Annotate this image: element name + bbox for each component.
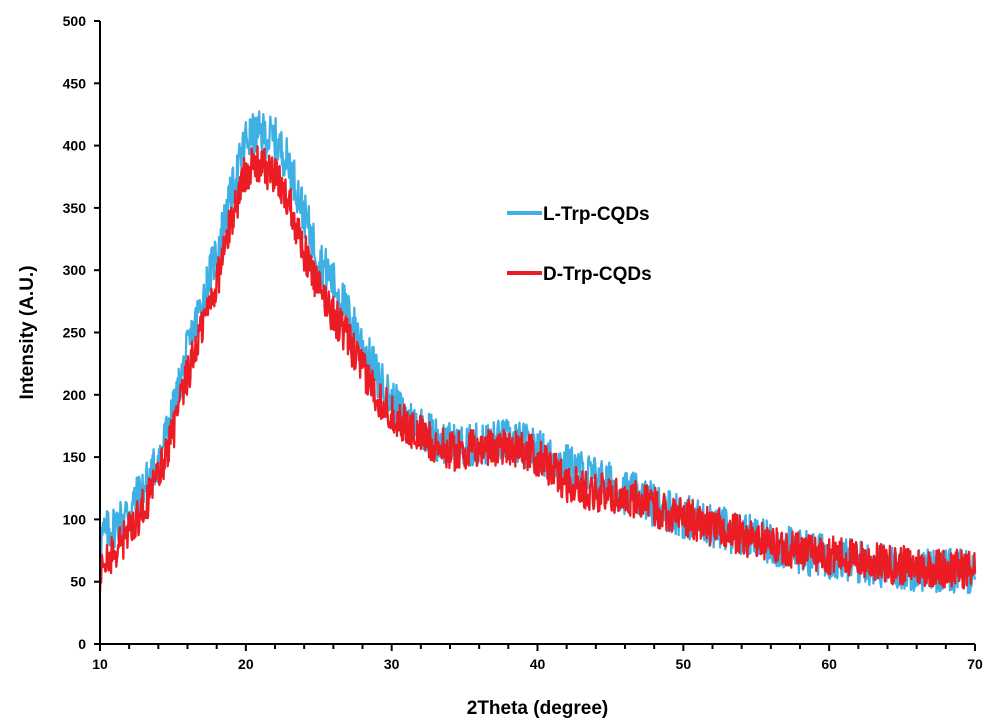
legend-label: D-Trp-CQDs xyxy=(543,264,652,285)
plot-area: 10 20 30 40 50 60 70 0 50 100 150 200 250 300 350 400 4… xyxy=(63,13,983,672)
series-layer xyxy=(98,110,977,595)
y-tick-label: 300 xyxy=(63,262,87,278)
y-tick-label: 450 xyxy=(63,75,87,91)
y-tick-label: 150 xyxy=(63,449,87,465)
y-tick-label: 400 xyxy=(63,138,87,154)
series-line-d-trp-cqds xyxy=(98,145,977,593)
x-axis-ticks: 10 20 30 40 50 60 70 xyxy=(92,644,983,672)
y-tick-label: 200 xyxy=(63,387,87,403)
x-tick-label: 70 xyxy=(967,656,983,672)
x-tick-label: 50 xyxy=(676,656,692,672)
legend: L-Trp-CQDs D-Trp-CQDs xyxy=(507,204,652,285)
y-tick-label: 350 xyxy=(63,200,87,216)
x-tick-label: 10 xyxy=(92,656,108,672)
y-tick-label: 100 xyxy=(63,511,87,527)
legend-label: L-Trp-CQDs xyxy=(543,204,650,225)
x-tick-label: 40 xyxy=(530,656,546,672)
y-tick-label: 0 xyxy=(78,636,86,652)
y-tick-label: 500 xyxy=(63,13,87,29)
y-tick-label: 250 xyxy=(63,325,87,341)
x-tick-label: 60 xyxy=(821,656,837,672)
x-axis-title: 2Theta (degree) xyxy=(467,698,608,719)
x-tick-label: 20 xyxy=(238,656,254,672)
y-axis-title: Intensity (A.U.) xyxy=(17,265,38,399)
x-tick-label: 30 xyxy=(384,656,400,672)
y-axis-ticks: 0 50 100 150 200 250 300 350 400 450 500 xyxy=(63,13,100,652)
y-tick-label: 50 xyxy=(70,574,86,590)
series-line-l-trp-cqds xyxy=(98,110,977,595)
